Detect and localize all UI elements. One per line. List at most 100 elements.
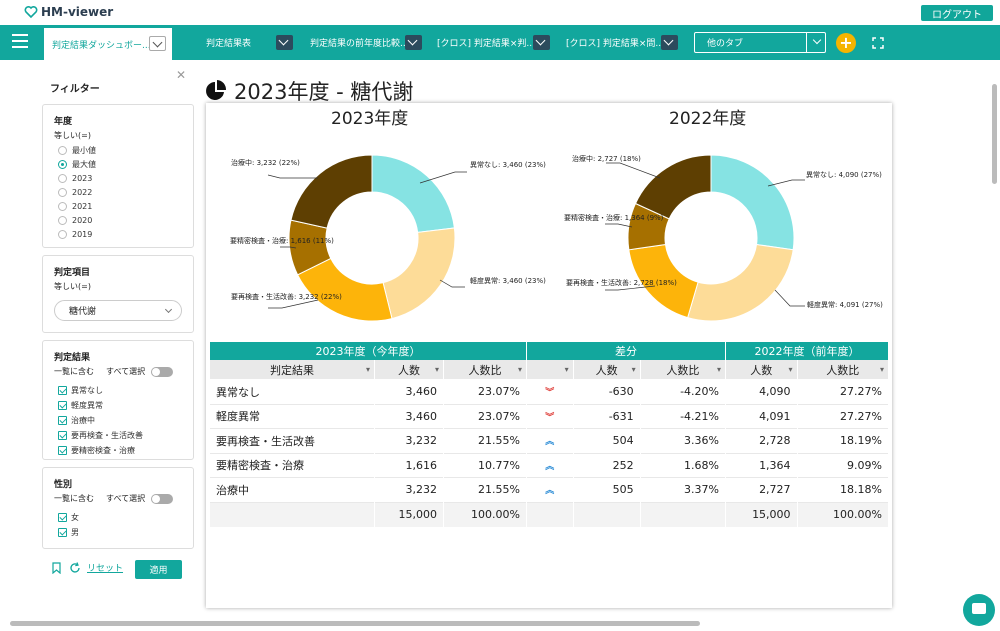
chart-title-2023: 2023年度	[331, 109, 409, 129]
result-heading: 判定結果	[54, 353, 91, 363]
year-option[interactable]: 2020	[58, 216, 193, 225]
chevron-down-icon[interactable]	[149, 36, 166, 51]
checkbox[interactable]	[58, 446, 67, 455]
current-count: 3,232	[375, 478, 443, 503]
year-option[interactable]: 2023	[58, 174, 193, 183]
vertical-scrollbar[interactable]	[992, 84, 997, 184]
result-label: 治療中	[210, 478, 374, 503]
option-label: 治療中	[71, 416, 95, 425]
page-title: 2023年度 - 糖代謝	[205, 76, 413, 106]
tab-result-table[interactable]: 判定結果表	[206, 32, 251, 52]
tab-yoy-compare[interactable]: 判定結果の前年度比較...	[310, 32, 409, 52]
divider	[806, 33, 807, 52]
current-count: 3,232	[375, 429, 443, 454]
chat-icon[interactable]	[963, 594, 995, 626]
donut-slice[interactable]	[290, 154, 373, 229]
apply-button[interactable]: 適用	[135, 560, 182, 579]
diff-count: -630	[573, 380, 640, 405]
donut-slice[interactable]	[710, 154, 795, 251]
col-header[interactable]: 人数	[375, 360, 443, 380]
total-trend	[527, 502, 573, 527]
filter-title: フィルター	[50, 84, 100, 95]
diff-ratio: 3.36%	[640, 429, 725, 454]
chevron-down-icon[interactable]	[661, 35, 678, 50]
slice-label: 治療中: 2,727 (18%)	[572, 155, 641, 163]
slice-label: 要再検査・生活改善: 2,728 (18%)	[566, 279, 677, 287]
app-logo[interactable]: HM-viewer	[24, 5, 113, 19]
checkbox[interactable]	[58, 416, 67, 425]
reset-link[interactable]: リセット	[87, 564, 124, 574]
select-all-toggle[interactable]	[151, 493, 174, 504]
total-diff-ratio	[640, 502, 725, 527]
tab-cross-result[interactable]: [クロス] 判定結果×判...	[437, 32, 535, 52]
app-name: HM-viewer	[41, 5, 114, 19]
col-header[interactable]: 判定結果	[210, 360, 374, 380]
checkbox[interactable]	[58, 528, 67, 537]
logout-button[interactable]: ログアウト	[921, 5, 993, 21]
current-ratio: 21.55%	[444, 429, 526, 454]
checkbox[interactable]	[58, 386, 67, 395]
slice-label: 軽度異常: 4,091 (27%)	[807, 301, 883, 309]
sex-option[interactable]: 男	[58, 527, 193, 538]
radio-button[interactable]	[58, 174, 67, 183]
year-option[interactable]: 最大値	[58, 160, 193, 169]
checkbox[interactable]	[58, 401, 67, 410]
diff-count: 252	[573, 454, 640, 478]
col-header[interactable]: 人数比	[444, 360, 526, 380]
filter-actions: リセット	[52, 561, 123, 574]
result-option[interactable]: 軽度異常	[58, 400, 193, 411]
donut-slice[interactable]	[634, 154, 712, 220]
bookmark-icon[interactable]	[52, 561, 61, 574]
result-option[interactable]: 要再検査・生活改善	[58, 430, 193, 441]
year-option[interactable]: 2019	[58, 230, 193, 239]
chevron-down-icon[interactable]	[533, 35, 550, 50]
tab-cross-question[interactable]: [クロス] 判定結果×問...	[566, 32, 664, 52]
item-select[interactable]: 糖代謝	[54, 300, 182, 321]
add-tab-button[interactable]: +	[836, 33, 856, 53]
radio-button[interactable]	[58, 230, 67, 239]
tab-dashboard[interactable]: 判定結果ダッシュボー...	[44, 28, 172, 60]
checkbox[interactable]	[58, 513, 67, 522]
slice-label: 治療中: 3,232 (22%)	[231, 159, 300, 167]
year-option[interactable]: 2021	[58, 202, 193, 211]
close-icon[interactable]: ✕	[176, 68, 187, 82]
other-tabs-select[interactable]: 他のタブ	[694, 32, 826, 53]
result-option[interactable]: 治療中	[58, 415, 193, 426]
year-option[interactable]: 最小値	[58, 146, 193, 155]
result-option[interactable]: 異常なし	[58, 385, 193, 396]
sex-option[interactable]: 女	[58, 512, 193, 523]
menu-icon[interactable]	[12, 34, 28, 50]
col-header[interactable]: 人数	[726, 360, 797, 380]
option-label: 女	[71, 513, 79, 522]
donut-chart-2022	[627, 154, 795, 322]
radio-button[interactable]	[58, 188, 67, 197]
slice-label: 要精密検査・治療: 1,616 (11%)	[230, 237, 334, 245]
radio-button[interactable]	[58, 216, 67, 225]
arrow-up-icon: ︽	[545, 486, 555, 497]
fullscreen-icon[interactable]	[872, 37, 884, 49]
item-select-value: 糖代謝	[69, 307, 97, 317]
radio-button[interactable]	[58, 146, 67, 155]
chevron-down-icon[interactable]	[405, 35, 422, 50]
trend-icon: ︾	[527, 380, 573, 405]
year-option[interactable]: 2022	[58, 188, 193, 197]
tab-label: 判定結果の前年度比較...	[310, 38, 409, 49]
radio-button[interactable]	[58, 202, 67, 211]
col-header[interactable]: 人数比	[640, 360, 725, 380]
checkbox[interactable]	[58, 431, 67, 440]
select-all-toggle[interactable]	[151, 366, 174, 377]
diff-count: 504	[573, 429, 640, 454]
radio-button[interactable]	[58, 160, 67, 169]
col-header-trend[interactable]	[527, 360, 573, 380]
prev-count: 4,090	[726, 380, 797, 405]
reset-icon[interactable]	[69, 561, 81, 574]
chevron-down-icon[interactable]	[276, 35, 293, 50]
col-header[interactable]: 人数比	[797, 360, 888, 380]
table-row: 軽度異常 3,460 23.07% ︾ -631 -4.21% 4,091 27.27%	[210, 405, 888, 429]
horizontal-scrollbar[interactable]	[10, 621, 700, 626]
trend-icon: ︽	[527, 429, 573, 454]
col-header[interactable]: 人数	[573, 360, 640, 380]
result-option[interactable]: 要精密検査・治療	[58, 445, 193, 456]
donut-slice[interactable]	[687, 243, 794, 322]
